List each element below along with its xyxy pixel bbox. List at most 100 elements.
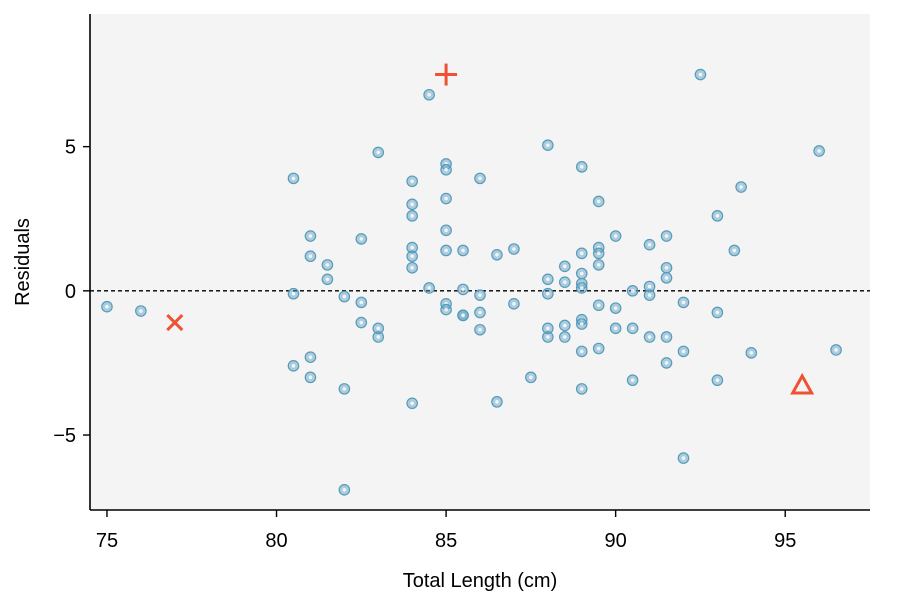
highlighted-points bbox=[166, 63, 815, 395]
data-point bbox=[592, 247, 605, 260]
data-point bbox=[711, 306, 724, 319]
data-point bbox=[677, 345, 690, 358]
x-tick-label: 95 bbox=[774, 530, 796, 552]
data-point bbox=[491, 248, 503, 261]
data-point bbox=[321, 259, 334, 271]
data-point bbox=[609, 302, 622, 314]
data-point bbox=[558, 260, 571, 273]
data-point bbox=[406, 175, 418, 188]
data-point bbox=[643, 331, 656, 343]
data-point bbox=[643, 289, 656, 301]
y-tick-label: 5 bbox=[65, 137, 76, 159]
data-point bbox=[677, 452, 690, 464]
data-point bbox=[440, 244, 452, 257]
data-point bbox=[542, 139, 554, 152]
data-point bbox=[813, 145, 825, 157]
data-point bbox=[406, 198, 418, 211]
y-tick-label: 0 bbox=[65, 281, 76, 303]
x-tick-label: 85 bbox=[435, 530, 457, 552]
data-point bbox=[474, 289, 486, 301]
data-point bbox=[457, 244, 469, 257]
x-tick-label: 90 bbox=[605, 530, 627, 552]
data-point bbox=[135, 305, 147, 317]
data-point bbox=[575, 282, 588, 294]
data-point bbox=[575, 318, 588, 330]
data-point bbox=[355, 233, 368, 245]
data-point bbox=[592, 342, 605, 355]
data-point bbox=[406, 241, 418, 254]
data-point bbox=[575, 267, 588, 280]
data-point bbox=[575, 247, 588, 260]
data-point bbox=[643, 238, 656, 251]
data-point bbox=[558, 331, 571, 343]
data-point bbox=[406, 250, 418, 263]
data-point bbox=[287, 287, 300, 300]
data-point bbox=[372, 322, 385, 335]
data-point bbox=[440, 192, 452, 205]
data-point bbox=[711, 374, 724, 387]
data-point bbox=[406, 261, 418, 274]
data-point bbox=[525, 371, 537, 384]
data-point bbox=[575, 345, 588, 358]
data-point bbox=[372, 331, 385, 343]
data-point bbox=[474, 306, 486, 319]
data-point bbox=[626, 285, 639, 297]
y-tick-label: −5 bbox=[53, 425, 76, 447]
data-point bbox=[592, 195, 605, 208]
data-point bbox=[609, 322, 622, 335]
data-point bbox=[423, 88, 435, 101]
data-point bbox=[474, 172, 486, 185]
data-point bbox=[660, 261, 673, 274]
plot-background bbox=[90, 14, 870, 510]
data-point bbox=[338, 290, 351, 303]
data-point bbox=[609, 230, 622, 242]
highlight-cross-marker bbox=[166, 313, 184, 332]
data-point bbox=[660, 230, 673, 242]
x-tick-label: 80 bbox=[265, 530, 287, 552]
data-point bbox=[830, 344, 842, 356]
data-point bbox=[626, 322, 639, 335]
x-axis-title: Total Length (cm) bbox=[403, 570, 558, 592]
data-point bbox=[660, 272, 673, 284]
data-point bbox=[355, 296, 368, 309]
y-axis-title: Residuals bbox=[12, 218, 34, 306]
data-point bbox=[626, 374, 639, 387]
data-point bbox=[457, 309, 469, 322]
data-point bbox=[304, 250, 317, 263]
data-point bbox=[558, 276, 571, 288]
data-point bbox=[406, 210, 418, 222]
data-point bbox=[542, 331, 554, 343]
data-point bbox=[558, 319, 571, 332]
data-point bbox=[508, 243, 520, 255]
data-point bbox=[745, 347, 758, 359]
data-point bbox=[735, 181, 747, 193]
data-point bbox=[440, 163, 452, 176]
data-point bbox=[457, 283, 469, 296]
data-point bbox=[287, 172, 300, 185]
data-point bbox=[321, 273, 334, 286]
x-tick-label: 75 bbox=[96, 530, 118, 552]
data-point bbox=[406, 397, 418, 410]
data-point bbox=[711, 210, 724, 222]
data-point bbox=[542, 322, 554, 335]
data-point bbox=[101, 300, 113, 313]
y-axis-ticks: −5 0 5 bbox=[53, 137, 90, 447]
data-point bbox=[440, 303, 452, 316]
data-point bbox=[355, 316, 368, 329]
data-point bbox=[423, 282, 435, 294]
data-point bbox=[694, 68, 707, 81]
data-point bbox=[491, 396, 503, 408]
data-point bbox=[372, 146, 385, 159]
data-point bbox=[575, 161, 588, 173]
data-point bbox=[643, 280, 656, 293]
highlight-plus-marker bbox=[435, 63, 458, 86]
data-point bbox=[542, 287, 554, 300]
data-point bbox=[474, 323, 486, 336]
x-axis-ticks: 75 80 85 90 95 bbox=[96, 510, 796, 552]
data-point bbox=[508, 298, 520, 310]
data-point bbox=[575, 383, 588, 395]
data-point bbox=[592, 299, 605, 312]
data-point bbox=[542, 273, 554, 286]
data-point bbox=[338, 383, 351, 395]
data-point bbox=[660, 357, 673, 369]
